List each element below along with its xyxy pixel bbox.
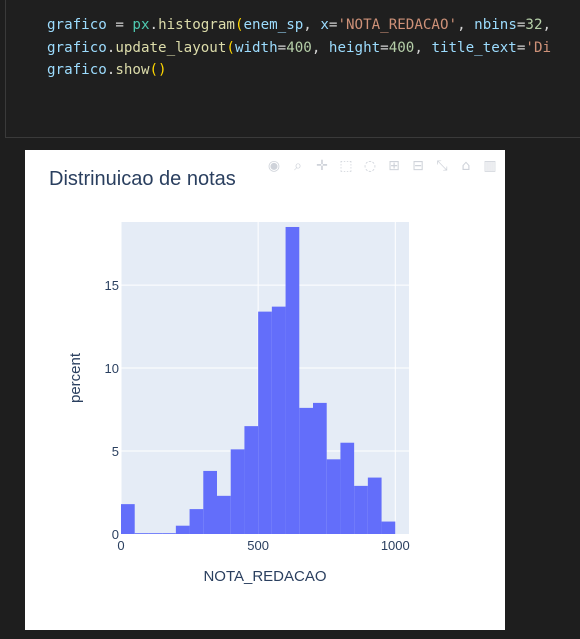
code-line-3: grafico.show() (47, 62, 167, 78)
lasso-select-icon[interactable]: ◌ (363, 158, 377, 174)
histogram-bar[interactable] (340, 442, 355, 534)
camera-icon[interactable]: ◉ (267, 158, 281, 174)
x-tick-label: 0 (117, 538, 124, 553)
histogram-bar[interactable] (121, 504, 135, 534)
reset-axes-icon[interactable]: ⌂ (461, 158, 471, 174)
chart-title: Distrinuicao de notas (49, 168, 236, 190)
histogram-bar[interactable] (175, 525, 190, 534)
histogram-bar[interactable] (148, 533, 163, 534)
histogram-bar[interactable] (203, 470, 217, 534)
x-tick-label: 1000 (381, 538, 410, 553)
code-editor[interactable]: grafico = px.histogram(enem_sp, x='NOTA_… (47, 14, 551, 82)
histogram-bar[interactable] (354, 485, 368, 534)
histogram-bar[interactable] (189, 509, 204, 534)
histogram-bar[interactable] (367, 477, 382, 534)
code-line-1: grafico = px.histogram(enem_sp, x='NOTA_… (47, 17, 552, 33)
histogram-bar[interactable] (162, 533, 176, 534)
plot-output: ◉ ⌕ ✛ ⬚ ◌ ⊞ ⊟ ⤡ ⌂ ▥ Distrinuicao de nota… (25, 150, 505, 630)
y-tick-label: 0 (112, 527, 119, 542)
autoscale-icon[interactable]: ⤡ (436, 158, 448, 174)
histogram-bar[interactable] (326, 459, 341, 534)
y-tick-label: 10 (105, 361, 119, 376)
zoom-in-icon[interactable]: ⊞ (388, 158, 400, 174)
histogram-bar[interactable] (134, 533, 149, 534)
y-axis-label: percent (67, 352, 84, 403)
x-axis-label: NOTA_REDACAO (203, 568, 326, 585)
code-line-2: grafico.update_layout(width=400, height=… (47, 39, 552, 56)
x-tick-label: 500 (247, 538, 269, 553)
histogram-bar[interactable] (299, 407, 313, 534)
histogram-bar[interactable] (230, 449, 245, 534)
plotly-logo-icon[interactable]: ▥ (483, 158, 497, 174)
zoom-icon[interactable]: ⌕ (294, 158, 302, 174)
histogram-bar[interactable] (381, 521, 396, 534)
y-tick-label: 5 (112, 444, 119, 459)
zoom-out-icon[interactable]: ⊟ (412, 158, 424, 174)
histogram-bar[interactable] (258, 311, 272, 534)
histogram-bar[interactable] (244, 426, 259, 534)
modebar: ◉ ⌕ ✛ ⬚ ◌ ⊞ ⊟ ⤡ ⌂ ▥ (265, 156, 499, 176)
pan-icon[interactable]: ✛ (316, 158, 328, 174)
code-cell[interactable]: grafico = px.histogram(enem_sp, x='NOTA_… (5, 0, 580, 138)
histogram-chart[interactable]: 0 500 1000 0 5 10 15 NOTA_REDACAO percent (25, 150, 505, 630)
histogram-bar[interactable] (217, 495, 231, 534)
histogram-bar[interactable] (313, 402, 327, 534)
box-select-icon[interactable]: ⬚ (339, 158, 353, 174)
histogram-bar[interactable] (285, 226, 300, 534)
y-tick-label: 15 (105, 278, 119, 293)
histogram-bar[interactable] (271, 306, 286, 534)
